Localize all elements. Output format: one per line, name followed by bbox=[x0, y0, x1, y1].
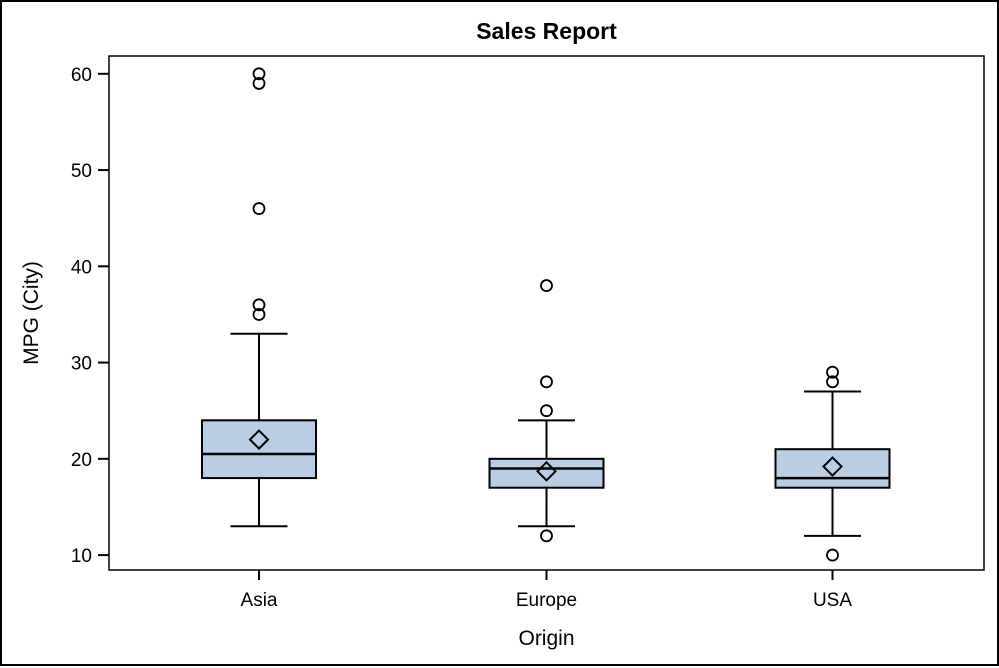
y-axis-label: MPG (City) bbox=[20, 261, 43, 365]
x-category-label: Asia bbox=[241, 590, 278, 611]
iqr-box bbox=[774, 448, 891, 489]
mean-diamond bbox=[822, 456, 843, 477]
mean-diamond bbox=[536, 460, 557, 482]
mean-diamond bbox=[248, 429, 270, 450]
outlier-point bbox=[252, 67, 266, 81]
outlier-point bbox=[252, 202, 266, 215]
box-asia bbox=[201, 67, 317, 528]
outlier-point bbox=[540, 404, 553, 418]
y-tick-label: 10 bbox=[71, 546, 92, 567]
x-category-label: USA bbox=[813, 590, 852, 611]
x-axis-label: Origin bbox=[518, 627, 575, 650]
iqr-box bbox=[488, 457, 605, 489]
outlier-point bbox=[540, 375, 553, 389]
outlier-point bbox=[540, 529, 553, 543]
chart-title: Sales Report bbox=[476, 18, 617, 44]
y-tick-label: 20 bbox=[71, 450, 92, 471]
x-category-label: Europe bbox=[516, 590, 577, 611]
outlier-point bbox=[826, 375, 839, 389]
outlier-point bbox=[252, 298, 266, 312]
y-tick-label: 40 bbox=[71, 257, 92, 278]
outlier-point bbox=[252, 308, 266, 321]
outlier-point bbox=[252, 77, 266, 90]
outlier-point bbox=[826, 365, 839, 379]
outlier-point bbox=[540, 279, 553, 292]
y-tick-label: 50 bbox=[71, 161, 92, 182]
box-europe bbox=[488, 279, 605, 543]
y-tick-label: 30 bbox=[71, 354, 92, 375]
box-usa bbox=[774, 365, 891, 562]
outlier-point bbox=[826, 548, 839, 562]
y-tick-label: 60 bbox=[71, 65, 92, 86]
